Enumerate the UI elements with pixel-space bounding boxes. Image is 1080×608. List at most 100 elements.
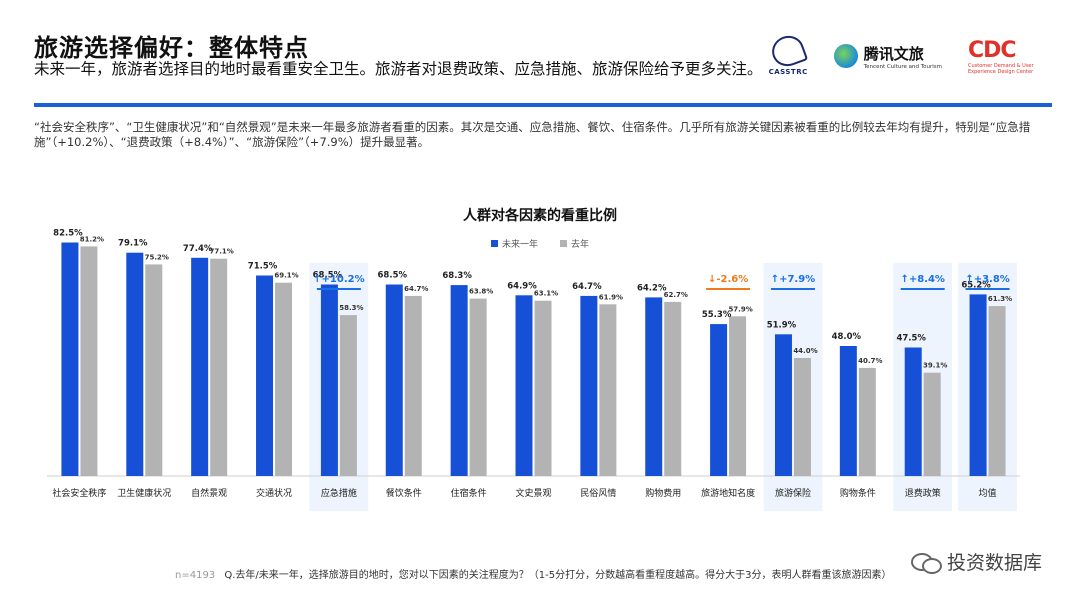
watermark-text: 投资数据库 xyxy=(946,552,1042,574)
bar-future-2 xyxy=(191,257,209,476)
bar-future-0 xyxy=(61,242,79,476)
category-label-9: 购物费用 xyxy=(645,487,681,499)
wechat-icon xyxy=(910,551,942,574)
bar-future-12 xyxy=(839,346,857,476)
bar-last-11 xyxy=(793,358,811,476)
highlight-column-14 xyxy=(958,263,1017,511)
tencent-globe-icon xyxy=(833,44,858,68)
bar-last-4 xyxy=(339,315,357,476)
value-label-last-3: 69.1% xyxy=(274,272,298,280)
category-label-13: 退费政策 xyxy=(905,487,941,499)
cdc-logo-text: CDC xyxy=(968,37,1017,63)
value-label-future-0: 82.5% xyxy=(53,229,83,239)
chart-title: 人群对各因素的看重比例 xyxy=(463,208,617,224)
change-annotation-13: ↑+8.4% xyxy=(900,274,945,285)
bar-future-8 xyxy=(580,295,598,476)
bar-last-1 xyxy=(145,264,163,476)
value-label-last-1: 75.2% xyxy=(145,253,169,261)
value-label-last-8: 61.9% xyxy=(599,293,623,301)
bar-last-7 xyxy=(534,300,552,476)
legend-item-last: 去年 xyxy=(560,237,589,250)
category-label-0: 社会安全秩序 xyxy=(52,487,106,499)
category-label-8: 民俗风情 xyxy=(580,487,616,499)
highlight-column-11 xyxy=(763,263,823,511)
value-label-last-6: 63.8% xyxy=(469,288,493,296)
value-label-future-3: 71.5% xyxy=(248,262,278,272)
bar-last-9 xyxy=(664,301,682,476)
tencent-culture-logo: 腾讯文旅 Tencent Culture and Tourism xyxy=(833,43,942,70)
legend-swatch-future xyxy=(490,240,498,247)
highlight-column-4 xyxy=(309,263,369,511)
value-label-last-9: 62.7% xyxy=(664,291,688,299)
value-label-future-1: 79.1% xyxy=(118,239,148,249)
value-label-last-10: 57.9% xyxy=(728,305,752,313)
category-label-10: 旅游地知名度 xyxy=(701,487,755,499)
category-label-3: 交通状况 xyxy=(256,487,292,499)
bar-future-14 xyxy=(969,294,987,476)
category-label-1: 卫生健康状况 xyxy=(117,487,171,499)
legend-label-last: 去年 xyxy=(571,240,590,250)
bar-future-10 xyxy=(710,324,728,476)
footnote: n=4193 Q.去年/未来一年，选择旅游目的地时，您对以下因素的关注程度为？（… xyxy=(175,566,891,581)
casstrc-logo: CASSTRC xyxy=(768,31,809,76)
bar-last-6 xyxy=(469,298,487,476)
value-label-future-6: 68.3% xyxy=(442,271,472,281)
bar-last-2 xyxy=(210,258,228,476)
category-label-14: 均值 xyxy=(979,487,997,499)
value-label-last-7: 63.1% xyxy=(534,290,558,298)
cdc-logo: CDC Customer Demand & User Experience De… xyxy=(968,38,1040,75)
change-annotation-11: ↑+7.9% xyxy=(771,274,816,285)
category-label-4: 应急措施 xyxy=(321,487,357,499)
casstrc-logo-text: CASSTRC xyxy=(768,68,808,76)
category-label-12: 购物条件 xyxy=(840,487,876,499)
bar-last-3 xyxy=(275,282,293,476)
bar-last-12 xyxy=(858,367,876,476)
value-label-future-9: 64.2% xyxy=(637,283,667,293)
bar-future-1 xyxy=(126,252,144,476)
value-label-future-7: 64.9% xyxy=(507,281,537,291)
category-label-11: 旅游保险 xyxy=(775,487,811,499)
value-label-last-4: 58.3% xyxy=(339,304,363,312)
change-annotation-14: ↑+3.8% xyxy=(965,274,1010,285)
bar-last-10 xyxy=(729,316,747,476)
bar-last-13 xyxy=(923,372,941,476)
highlight-column-13 xyxy=(893,263,953,511)
change-annotation-10: ↓-2.6% xyxy=(708,274,748,285)
value-label-last-2: 77.1% xyxy=(210,248,234,256)
bar-future-5 xyxy=(385,284,403,476)
chart-legend: 未来一年 去年 xyxy=(0,237,1080,250)
value-label-last-14: 61.3% xyxy=(988,295,1012,303)
bar-last-0 xyxy=(80,246,98,476)
category-label-6: 住宿条件 xyxy=(451,487,487,499)
value-label-future-14: 65.2% xyxy=(961,280,991,290)
partner-logos: CASSTRC 腾讯文旅 Tencent Culture and Tourism… xyxy=(768,31,1040,76)
legend-swatch-last xyxy=(560,240,567,247)
value-label-last-11: 44.0% xyxy=(793,347,817,355)
bar-future-11 xyxy=(774,334,792,476)
legend-label-future: 未来一年 xyxy=(501,240,538,250)
footnote-sample-size: n=4193 xyxy=(175,570,216,581)
bar-future-4 xyxy=(320,284,338,476)
bar-last-8 xyxy=(599,304,617,476)
footnote-question: Q.去年/未来一年，选择旅游目的地时，您对以下因素的关注程度为？（1-5分打分，… xyxy=(224,570,892,581)
value-label-last-13: 39.1% xyxy=(923,362,947,370)
cdc-logo-subtext: Customer Demand & User Experience Design… xyxy=(968,62,1034,75)
bar-future-9 xyxy=(645,297,663,476)
value-label-future-11: 51.9% xyxy=(767,320,797,330)
category-label-5: 餐饮条件 xyxy=(386,487,422,499)
page-title: 旅游选择偏好：整体特点 xyxy=(34,34,309,62)
value-label-future-5: 68.5% xyxy=(378,271,408,281)
category-label-2: 自然景观 xyxy=(191,487,227,499)
bar-last-5 xyxy=(404,295,422,476)
value-label-last-0: 81.2% xyxy=(80,235,104,243)
value-label-future-13: 47.5% xyxy=(896,334,926,344)
bar-future-6 xyxy=(450,285,468,476)
value-label-last-12: 40.7% xyxy=(858,357,882,365)
value-label-future-4: 68.5% xyxy=(313,271,343,281)
tencent-logo-en: Tencent Culture and Tourism xyxy=(863,63,942,70)
bar-future-7 xyxy=(515,295,533,476)
category-label-7: 文史景观 xyxy=(515,487,551,499)
header-divider xyxy=(34,103,1052,107)
bar-last-14 xyxy=(988,306,1006,476)
